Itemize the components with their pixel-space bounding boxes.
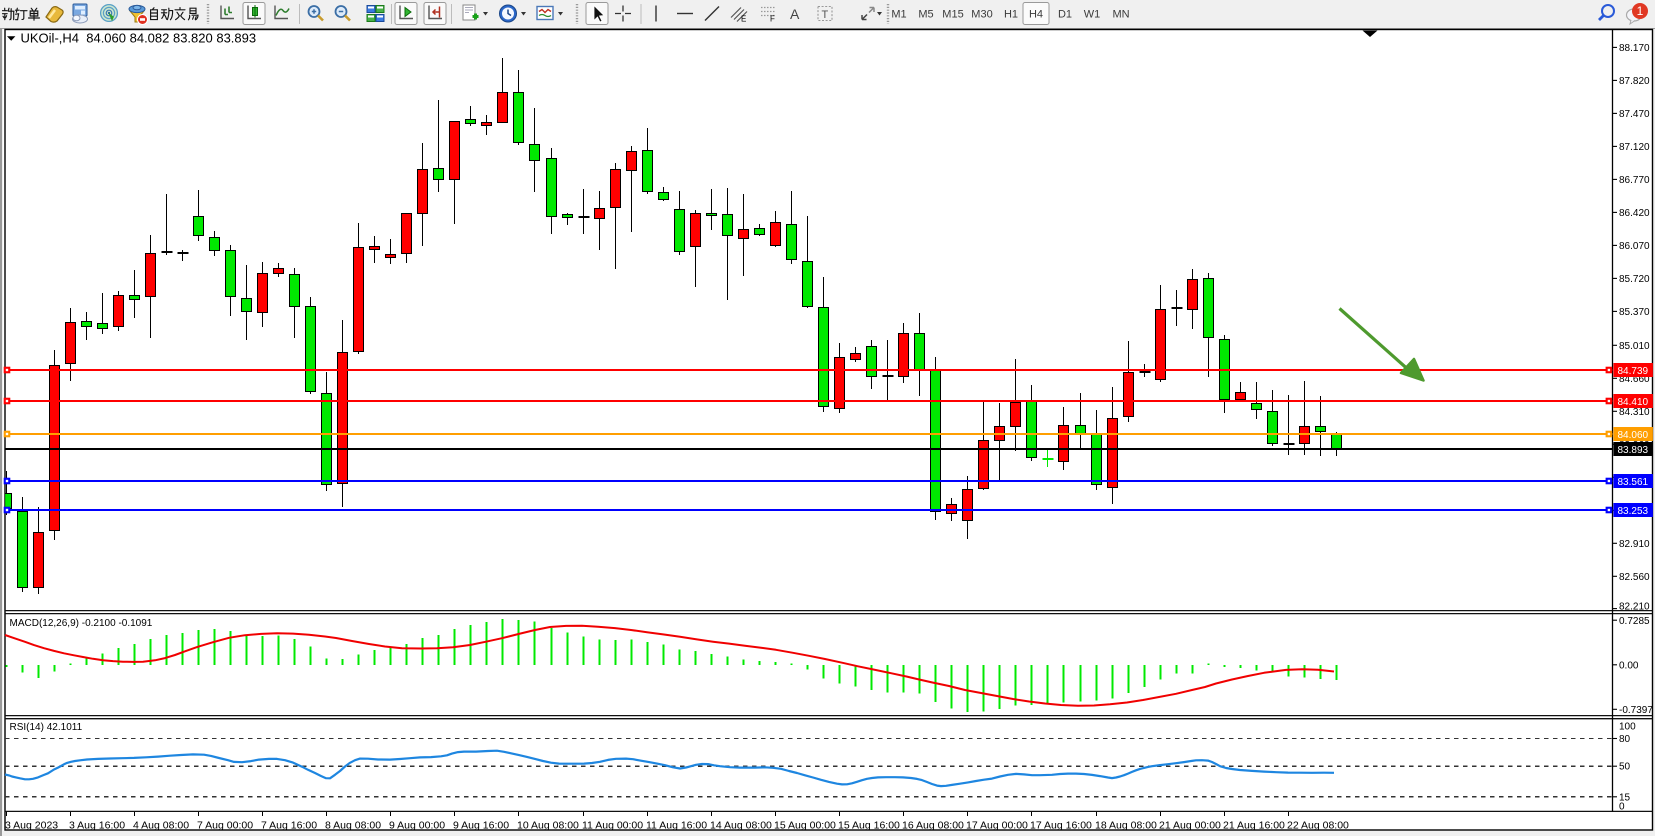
svg-text:80: 80: [1619, 734, 1631, 745]
svg-text:85.010: 85.010: [1619, 341, 1650, 352]
svg-text:H1: H1: [1004, 9, 1018, 21]
svg-text:87.820: 87.820: [1619, 76, 1650, 87]
svg-text:22 Aug 08:00: 22 Aug 08:00: [1287, 819, 1349, 831]
svg-text:RSI(14) 42.1011: RSI(14) 42.1011: [10, 722, 83, 733]
svg-text:83.253: 83.253: [1618, 506, 1649, 517]
svg-text:17 Aug 16:00: 17 Aug 16:00: [1030, 819, 1092, 831]
svg-text:83.561: 83.561: [1618, 477, 1649, 488]
svg-text:0: 0: [1619, 801, 1625, 812]
svg-text:-0.7397: -0.7397: [1619, 705, 1653, 716]
svg-text:M5: M5: [918, 9, 933, 21]
svg-text:83.893: 83.893: [1618, 445, 1649, 456]
svg-text:3 Aug 16:00: 3 Aug 16:00: [69, 819, 125, 831]
svg-text:11 Aug 16:00: 11 Aug 16:00: [646, 819, 707, 831]
svg-text:E: E: [741, 15, 746, 24]
svg-text:M30: M30: [971, 9, 992, 21]
svg-text:21 Aug 00:00: 21 Aug 00:00: [1159, 819, 1221, 831]
svg-text:MN: MN: [1112, 9, 1129, 21]
svg-text:50: 50: [1619, 762, 1631, 773]
svg-text:86.070: 86.070: [1619, 241, 1650, 252]
svg-text:3 Aug 2023: 3 Aug 2023: [5, 819, 58, 831]
svg-text:18 Aug 08:00: 18 Aug 08:00: [1095, 819, 1157, 831]
svg-text:0.00: 0.00: [1619, 660, 1639, 671]
svg-text:UKOil-,H4 84.060 84.082 83.82: UKOil-,H4 84.060 84.082 83.820 83.893: [21, 31, 257, 46]
svg-text:84.660: 84.660: [1619, 374, 1650, 385]
svg-text:4 Aug 08:00: 4 Aug 08:00: [133, 819, 189, 831]
svg-text:M1: M1: [891, 9, 906, 21]
svg-text:88.170: 88.170: [1619, 43, 1650, 54]
svg-text:T: T: [822, 9, 829, 21]
svg-text:84.060: 84.060: [1618, 430, 1649, 441]
svg-text:17 Aug 00:00: 17 Aug 00:00: [966, 819, 1028, 831]
svg-text:9 Aug 16:00: 9 Aug 16:00: [453, 819, 509, 831]
svg-text:7 Aug 16:00: 7 Aug 16:00: [261, 819, 317, 831]
svg-text:87.470: 87.470: [1619, 109, 1650, 120]
svg-text:10 Aug 08:00: 10 Aug 08:00: [517, 819, 579, 831]
svg-text:15: 15: [1619, 792, 1631, 803]
svg-text:86.770: 86.770: [1619, 175, 1650, 186]
svg-text:14 Aug 08:00: 14 Aug 08:00: [710, 819, 772, 831]
svg-text:A: A: [790, 6, 800, 22]
svg-text:15 Aug 16:00: 15 Aug 16:00: [838, 819, 900, 831]
svg-text:H4: H4: [1029, 9, 1043, 21]
svg-text:15 Aug 00:00: 15 Aug 00:00: [774, 819, 836, 831]
svg-text:16 Aug 08:00: 16 Aug 08:00: [902, 819, 964, 831]
svg-text:84.410: 84.410: [1618, 397, 1649, 408]
svg-text:85.720: 85.720: [1619, 274, 1650, 285]
svg-text:82.210: 82.210: [1619, 602, 1650, 613]
svg-text:F: F: [770, 15, 775, 24]
svg-text:W1: W1: [1084, 9, 1101, 21]
svg-text:M15: M15: [942, 9, 963, 21]
svg-text:7 Aug 00:00: 7 Aug 00:00: [197, 819, 253, 831]
svg-text:85.370: 85.370: [1619, 307, 1650, 318]
svg-text:MACD(12,26,9) -0.2100 -0.1091: MACD(12,26,9) -0.2100 -0.1091: [10, 618, 153, 629]
svg-text:84.739: 84.739: [1618, 366, 1649, 377]
svg-text:87.120: 87.120: [1619, 142, 1650, 153]
svg-text:86.420: 86.420: [1619, 208, 1650, 219]
svg-text:100: 100: [1619, 722, 1636, 733]
svg-text:11 Aug 00:00: 11 Aug 00:00: [582, 819, 643, 831]
svg-text:84.310: 84.310: [1619, 407, 1650, 418]
svg-text:82.560: 82.560: [1619, 572, 1650, 583]
svg-text:D1: D1: [1058, 9, 1072, 21]
svg-text:1: 1: [1637, 4, 1644, 18]
svg-text:8 Aug 08:00: 8 Aug 08:00: [325, 819, 381, 831]
svg-text:9 Aug 00:00: 9 Aug 00:00: [389, 819, 445, 831]
svg-text:0.7285: 0.7285: [1619, 616, 1650, 627]
svg-text:82.910: 82.910: [1619, 539, 1650, 550]
svg-text:21 Aug 16:00: 21 Aug 16:00: [1223, 819, 1285, 831]
